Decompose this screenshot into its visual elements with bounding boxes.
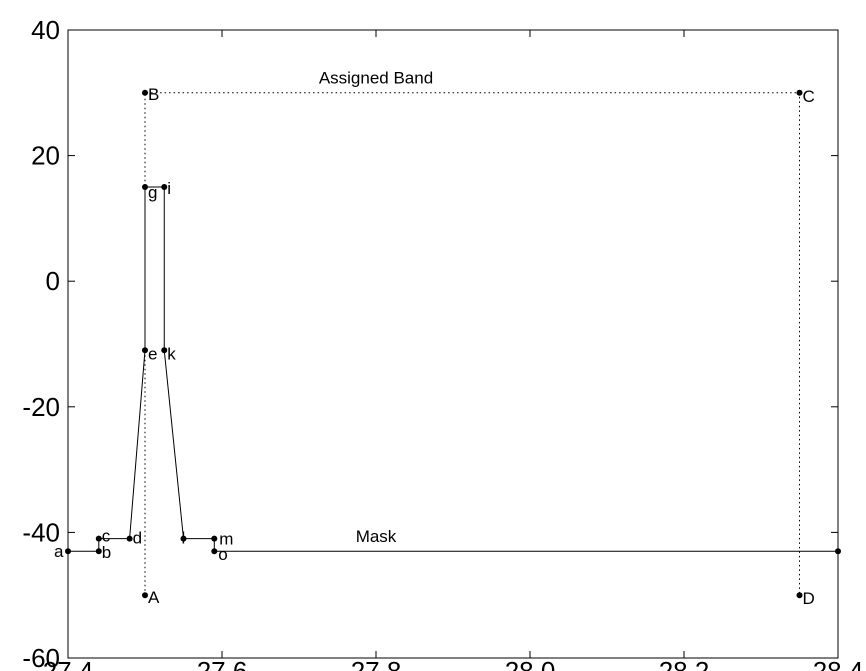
x-tick-label: 27.6 <box>197 656 248 671</box>
assigned-band-annotation: Assigned Band <box>319 68 433 87</box>
point-marker-l <box>180 535 187 542</box>
point-marker-A <box>142 592 148 599</box>
plot-area <box>67 29 839 659</box>
point-marker-m <box>211 535 218 542</box>
point-marker-c <box>95 535 102 542</box>
x-tick-label: 27.4 <box>43 656 94 671</box>
point-marker-i <box>161 184 168 190</box>
point-label-e: e <box>148 344 157 363</box>
y-tick-label: -20 <box>22 392 60 422</box>
mask-end-marker <box>835 548 841 555</box>
points-layer: a bc d e g i k l mo A B C D <box>54 85 841 608</box>
y-tick-label: 0 <box>46 266 60 296</box>
point-label-l: l <box>182 529 186 548</box>
point-label-c: c <box>102 527 111 546</box>
point-marker-o <box>211 548 218 555</box>
mask-line <box>68 186 838 552</box>
point-label-d: d <box>133 529 142 548</box>
point-label-g: g <box>148 183 157 202</box>
point-marker-e <box>142 347 148 354</box>
assigned-band-line <box>144 92 800 596</box>
point-marker-a <box>65 548 71 555</box>
point-label-C: C <box>803 87 815 106</box>
ticks-layer: 27.4 27.6 27.8 28.0 28.2 28.4 -60 -40 -20 0 20 40 <box>22 15 863 671</box>
point-label-A: A <box>148 588 160 607</box>
point-marker-d <box>126 535 133 542</box>
mask-annotation: Mask <box>356 527 397 546</box>
y-tick-label: 40 <box>31 15 60 45</box>
series-layer <box>68 92 838 596</box>
point-marker-B <box>142 89 148 96</box>
x-tick-label: 28.4 <box>813 656 864 671</box>
point-marker-g <box>142 184 148 190</box>
point-label-b: b <box>102 543 111 562</box>
point-label-i: i <box>167 179 171 198</box>
y-tick-label: -40 <box>22 517 60 547</box>
y-tick-label: 20 <box>31 141 60 171</box>
point-marker-k <box>161 347 168 354</box>
point-label-o: o <box>218 545 227 564</box>
point-label-k: k <box>167 344 176 363</box>
point-label-m: m <box>219 530 233 549</box>
point-marker-D <box>796 592 803 599</box>
point-marker-C <box>796 89 803 96</box>
point-marker-b <box>95 548 102 555</box>
annot-layer: Assigned Band Mask <box>319 68 433 545</box>
x-tick-label: 28.0 <box>505 656 556 671</box>
point-label-a: a <box>54 542 64 561</box>
y-tick-label: -60 <box>22 643 60 671</box>
x-tick-label: 28.2 <box>659 656 710 671</box>
point-label-D: D <box>803 589 815 608</box>
point-label-B: B <box>148 85 159 104</box>
x-tick-label: 27.8 <box>351 656 402 671</box>
